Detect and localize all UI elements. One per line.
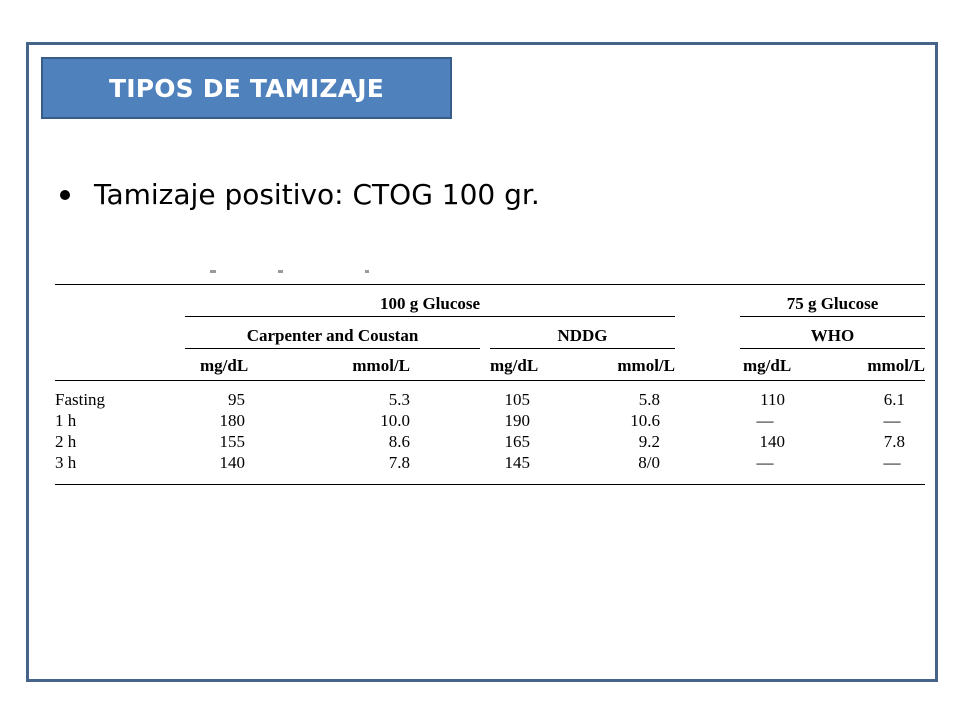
bullet-item: Tamizaje positivo: CTOG 100 gr.: [60, 178, 540, 211]
scan-residue: [210, 270, 216, 273]
sub-rule-carpenter: [185, 348, 480, 349]
table-cell: 155: [219, 432, 246, 451]
group-rule-100g: [185, 316, 675, 317]
sub-rule-who: [740, 348, 925, 349]
table-cell: 6.1: [883, 390, 905, 409]
row-label-2h: 2 h: [55, 432, 77, 451]
header-nddg: NDDG: [557, 326, 608, 345]
header-100g-glucose: 100 g Glucose: [379, 294, 481, 313]
table-cell: 180: [219, 411, 246, 430]
table-cell: —: [756, 411, 774, 430]
table-cell: 5.8: [638, 390, 660, 409]
table-bottom-rule: [55, 484, 925, 485]
scan-residue: [365, 270, 369, 273]
slide-frame: [26, 42, 938, 682]
table-cell: —: [756, 453, 774, 472]
table-cell: 7.8: [388, 453, 410, 472]
table-cell: 8.6: [388, 432, 410, 451]
sub-rule-nddg: [490, 348, 675, 349]
unit-who-mmol: mmol/L: [867, 356, 925, 375]
row-label-fasting: Fasting: [55, 390, 106, 409]
scan-residue: [278, 270, 283, 273]
table-top-rule: [55, 284, 925, 285]
group-rule-75g: [740, 316, 925, 317]
table-cell: 95: [228, 390, 245, 409]
table-cell: 8/0: [638, 453, 660, 472]
table-cell: 145: [504, 453, 531, 472]
header-bottom-rule: [55, 380, 925, 381]
table-cell: 7.8: [883, 432, 905, 451]
table-cell: —: [883, 453, 901, 472]
header-75g-glucose: 75 g Glucose: [786, 294, 879, 313]
glucose-criteria-table: 100 g Glucose 75 g Glucose Carpenter and…: [55, 282, 925, 488]
table-cell: 140: [219, 453, 246, 472]
title-banner: TIPOS DE TAMIZAJE: [41, 57, 452, 119]
bullet-text: Tamizaje positivo: CTOG 100 gr.: [94, 178, 540, 211]
table-cell: 9.2: [638, 432, 660, 451]
table-cell: 165: [504, 432, 531, 451]
table-cell: 105: [504, 390, 531, 409]
table-cell: 140: [759, 432, 786, 451]
table-cell: 190: [504, 411, 531, 430]
unit-cc-mmol: mmol/L: [352, 356, 410, 375]
unit-cc-mgdl: mg/dL: [200, 356, 249, 375]
unit-nddg-mmol: mmol/L: [617, 356, 675, 375]
table-cell: 10.6: [630, 411, 660, 430]
unit-who-mgdl: mg/dL: [743, 356, 792, 375]
header-who: WHO: [810, 326, 855, 345]
table-cell: 5.3: [388, 390, 410, 409]
header-carpenter-coustan: Carpenter and Coustan: [246, 326, 419, 345]
table-cell: 110: [760, 390, 785, 409]
unit-nddg-mgdl: mg/dL: [490, 356, 539, 375]
row-label-3h: 3 h: [55, 453, 77, 472]
table-cell: —: [883, 411, 901, 430]
bullet-icon: [60, 189, 70, 200]
table-cell: 10.0: [380, 411, 410, 430]
slide-title: TIPOS DE TAMIZAJE: [108, 73, 385, 103]
row-label-1h: 1 h: [55, 411, 77, 430]
